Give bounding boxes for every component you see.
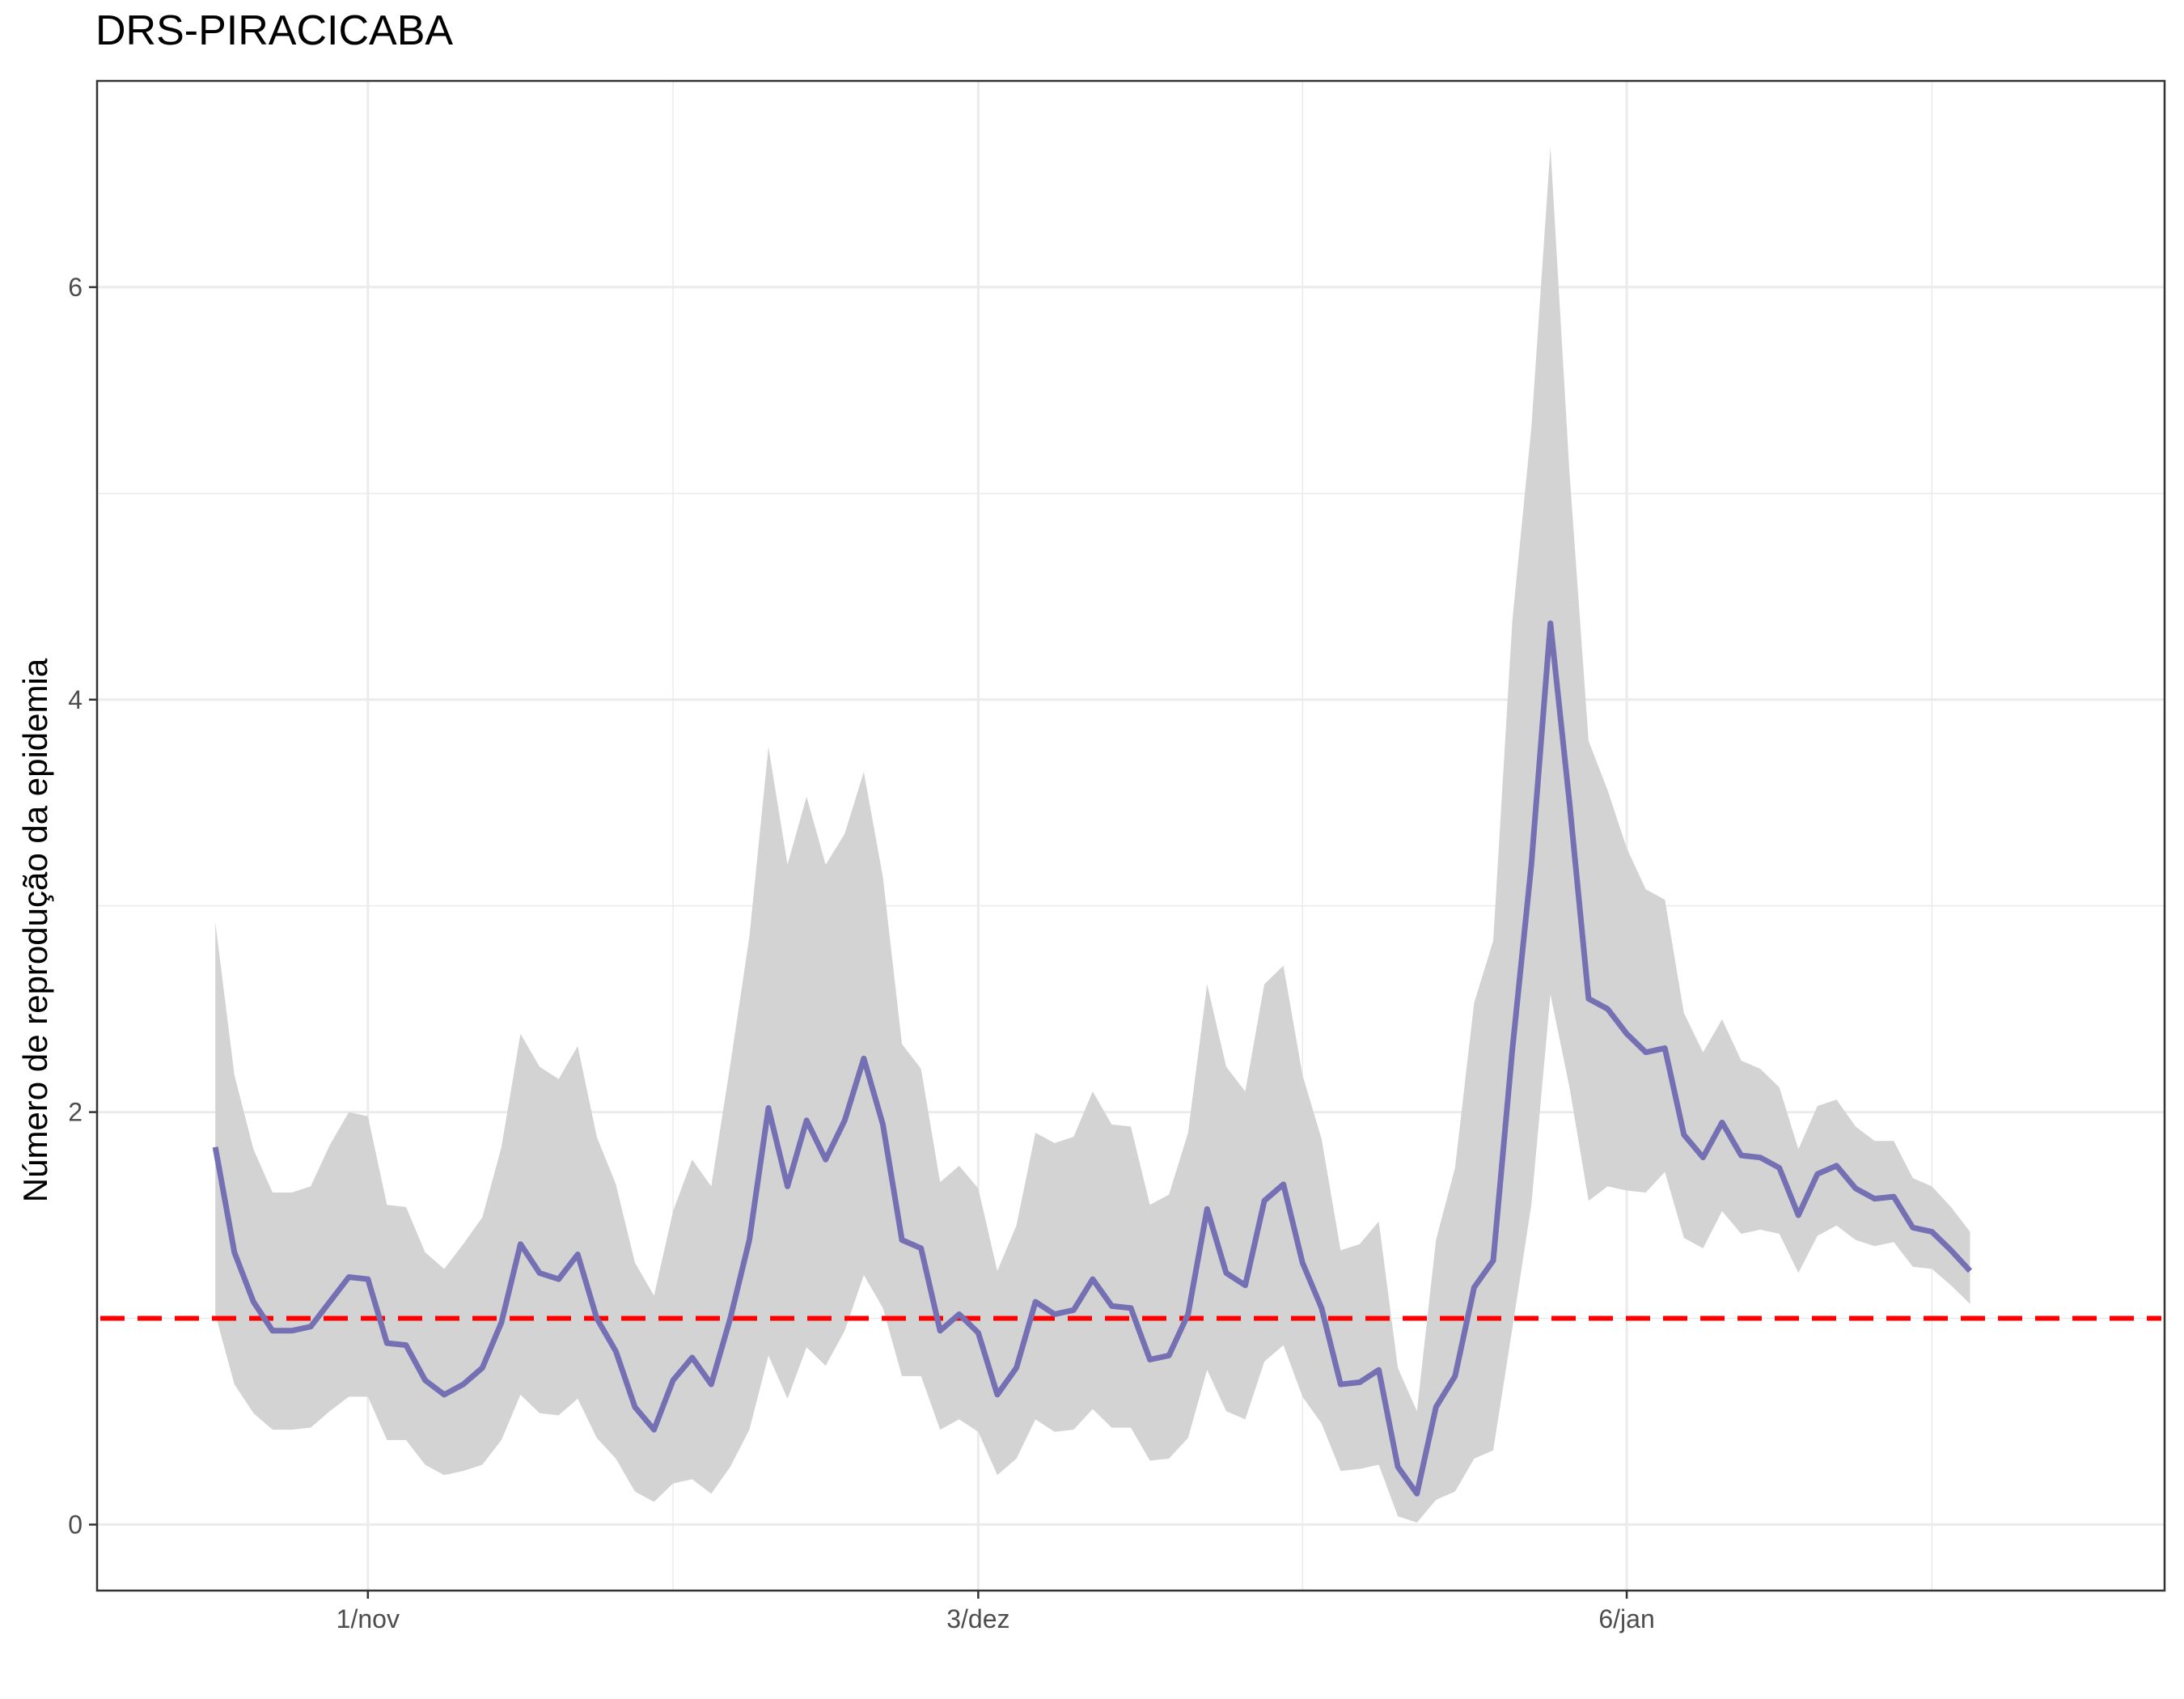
axis-ticks: [89, 286, 1628, 1599]
y-tick-label: 4: [68, 685, 83, 714]
chart-title: DRS-PIRACICABA: [95, 7, 454, 54]
series-line: [212, 620, 1973, 1497]
confidence-ribbon-layer: [215, 146, 1970, 1523]
x-tick-label: 3/dez: [946, 1604, 1009, 1633]
y-tick-label: 6: [68, 273, 83, 302]
y-tick-label: 2: [68, 1098, 83, 1127]
y-tick-label: 0: [68, 1510, 83, 1539]
series-line-layer: [212, 620, 1973, 1497]
confidence-ribbon: [215, 146, 1970, 1523]
x-tick-label: 6/jan: [1598, 1604, 1654, 1633]
panel-border: [95, 79, 2166, 1592]
x-tick-label: 1/nov: [336, 1604, 400, 1633]
axis-tick-labels: 0 2 4 6 1/nov 3/dez 6/jan: [68, 273, 1655, 1633]
